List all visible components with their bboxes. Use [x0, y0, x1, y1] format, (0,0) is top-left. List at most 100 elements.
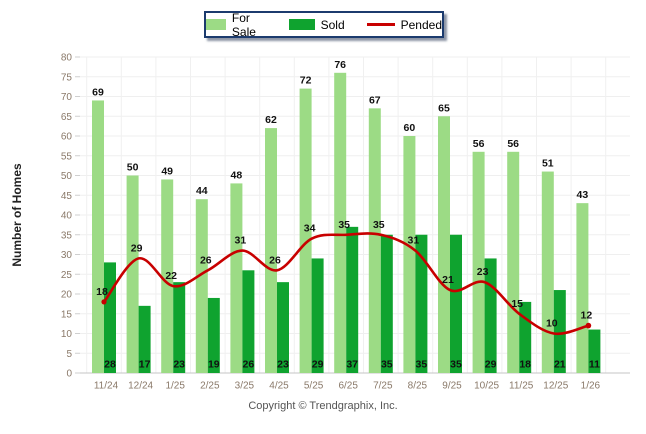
data-labels: 69 28 18 11/24 50 17 29 12/24 49 23 22 1/25 44 19 26 2/…	[92, 59, 600, 392]
legend-item-for-sale: For Sale	[206, 11, 267, 39]
x-axis-month-label: 12/24	[128, 381, 153, 392]
bar-for-sale	[403, 136, 416, 373]
pended-value-label: 15	[511, 298, 523, 310]
x-axis-month-label: 2/25	[200, 381, 220, 392]
y-tick-label: 60	[61, 132, 73, 143]
sold-value-label: 28	[104, 359, 116, 371]
pended-value-label: 31	[408, 235, 420, 247]
copyright-text: Copyright © Trendgraphix, Inc.	[248, 400, 398, 412]
x-axis-month-label: 9/25	[442, 381, 462, 392]
y-tick-label: 35	[61, 230, 73, 241]
bars	[92, 72, 601, 374]
y-tick-label: 65	[61, 112, 73, 123]
bar-sold	[207, 297, 220, 373]
x-axis-month-label: 4/25	[269, 381, 289, 392]
for-sale-value-label: 43	[577, 189, 589, 201]
for-sale-value-label: 65	[438, 102, 450, 114]
sold-value-label: 35	[381, 359, 393, 371]
pended-value-label: 18	[96, 286, 108, 298]
y-tick-label: 70	[61, 92, 73, 103]
y-axis-title: Number of Homes	[10, 163, 24, 267]
legend: For Sale Sold Pended	[204, 11, 444, 39]
y-tick-label: 5	[66, 349, 72, 360]
for-sale-value-label: 56	[473, 138, 485, 150]
y-tick-label: 10	[61, 329, 73, 340]
bar-for-sale	[334, 72, 347, 374]
x-axis-month-label: 11/24	[94, 381, 119, 392]
bar-sold	[588, 329, 601, 373]
bar-for-sale	[438, 116, 450, 373]
y-tick-label: 80	[61, 53, 73, 64]
bar-for-sale	[472, 151, 485, 373]
sold-swatch-icon	[288, 19, 315, 30]
legend-item-sold: Sold	[288, 17, 345, 32]
y-tick-label: 55	[61, 151, 73, 162]
y-tick-label: 40	[61, 211, 73, 222]
for-sale-value-label: 51	[542, 158, 554, 170]
for-sale-swatch-icon	[206, 19, 226, 30]
for-sale-value-label: 67	[369, 94, 381, 106]
y-tick-label: 20	[61, 290, 73, 301]
for-sale-value-label: 76	[334, 59, 346, 71]
sold-value-label: 11	[589, 359, 600, 371]
bar-sold	[277, 282, 289, 373]
pended-value-label: 31	[235, 235, 247, 247]
y-tick-label: 75	[61, 72, 73, 83]
pended-value-label: 23	[477, 266, 489, 278]
bar-for-sale	[576, 203, 589, 373]
x-axis-month-label: 5/25	[304, 381, 324, 392]
legend-label-for-sale: For Sale	[231, 10, 256, 39]
y-tick-label: 15	[61, 309, 73, 320]
bar-sold	[553, 290, 566, 373]
sold-value-label: 29	[485, 359, 497, 371]
bar-for-sale	[541, 171, 554, 373]
pended-value-label: 35	[338, 219, 350, 231]
bar-sold	[415, 234, 428, 373]
y-tick-label: 45	[61, 191, 73, 202]
y-tick-label: 50	[61, 171, 73, 182]
x-axis-month-label: 7/25	[373, 381, 393, 392]
sold-value-label: 26	[243, 359, 255, 371]
bar-sold	[242, 270, 255, 373]
x-axis-month-label: 3/25	[235, 381, 255, 392]
bar-for-sale	[507, 151, 520, 373]
pended-value-label: 29	[131, 242, 143, 254]
legend-item-pended: Pended	[366, 18, 442, 32]
for-sale-value-label: 56	[507, 138, 519, 150]
bar-for-sale	[92, 100, 104, 373]
bar-sold	[173, 282, 186, 373]
bar-sold	[311, 258, 324, 373]
pended-value-label: 22	[165, 270, 177, 282]
pended-value-label: 10	[546, 318, 558, 330]
pended-line-swatch-icon	[366, 23, 395, 26]
for-sale-value-label: 49	[161, 165, 173, 177]
for-sale-value-label: 50	[127, 162, 139, 174]
sold-value-label: 35	[450, 359, 462, 371]
bar-sold	[104, 262, 116, 373]
sold-value-label: 35	[416, 359, 428, 371]
sold-value-label: 21	[554, 359, 566, 371]
bar-for-sale	[265, 128, 277, 373]
x-axis-month-label: 12/25	[543, 381, 568, 392]
sold-value-label: 23	[173, 359, 185, 371]
sold-value-label: 17	[139, 359, 151, 371]
x-axis-month-label: 1/25	[165, 381, 185, 392]
pended-value-label: 35	[373, 219, 385, 231]
pended-line	[102, 232, 590, 336]
for-sale-value-label: 69	[92, 86, 104, 98]
sold-value-label: 18	[519, 359, 531, 371]
pended-value-label: 34	[304, 223, 316, 235]
y-tick-label: 0	[66, 369, 72, 380]
pended-value-label: 26	[200, 254, 212, 266]
y-axis: 0 5 10 15 20 25 30 35 40 45 50 55 60 65 70 75 80	[61, 53, 80, 380]
legend-label-sold: Sold	[320, 17, 345, 32]
for-sale-value-label: 62	[265, 114, 277, 126]
x-axis-month-label: 11/25	[509, 381, 534, 392]
x-axis-month-label: 10/25	[474, 381, 499, 392]
for-sale-value-label: 72	[300, 75, 312, 87]
pended-value-label: 12	[581, 310, 593, 322]
sold-value-label: 37	[346, 359, 358, 371]
sold-value-label: 23	[277, 359, 289, 371]
